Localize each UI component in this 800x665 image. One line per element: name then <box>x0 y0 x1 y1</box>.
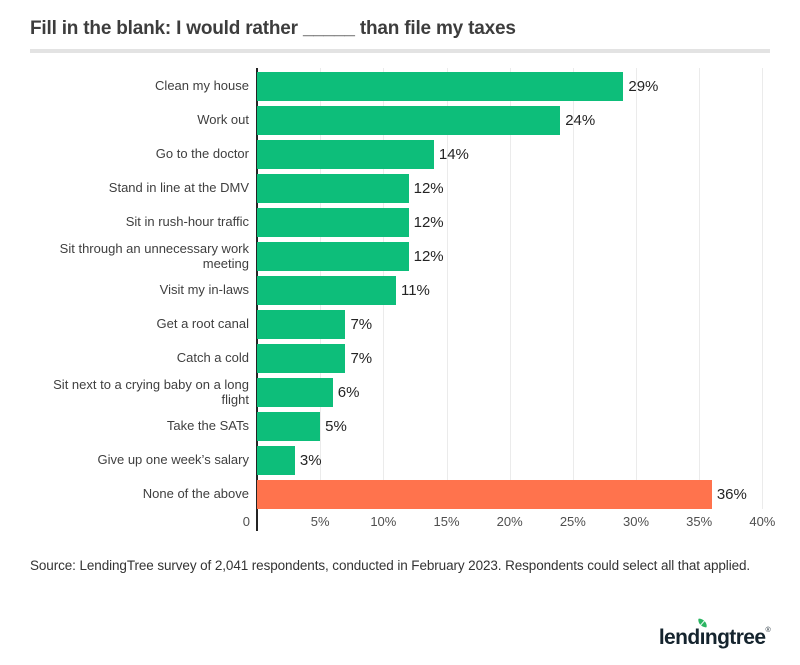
source-note: Source: LendingTree survey of 2,041 resp… <box>30 558 751 573</box>
bar <box>257 412 321 441</box>
tick-label: 5% <box>310 514 330 529</box>
bar-row: Take the SATs 5% <box>30 412 775 441</box>
bar-row: Give up one week’s salary 3% <box>30 446 775 475</box>
category-label: Clean my house <box>155 78 249 94</box>
bar-row: Sit in rush-hour traffic 12% <box>30 208 775 237</box>
bar-row: Go to the doctor 14% <box>30 140 775 169</box>
value-label: 24% <box>565 112 596 129</box>
tick-label: 20% <box>496 514 523 529</box>
value-label: 14% <box>438 146 469 163</box>
bar <box>257 140 434 169</box>
lendingtree-logo: lend ıngtree® <box>658 618 771 649</box>
tick-label: 30% <box>623 514 650 529</box>
tick-label: 25% <box>559 514 586 529</box>
bar-track: 12% <box>257 174 775 203</box>
category-label: Stand in line at the DMV <box>108 180 249 196</box>
bar-track: 12% <box>257 208 775 237</box>
logo-text-after: ngtree <box>704 626 766 649</box>
bar-row: None of the above 36% <box>30 480 775 509</box>
bar-row: Stand in line at the DMV 12% <box>30 174 775 203</box>
category-label: Sit through an unnecessary work meeting <box>59 241 249 271</box>
bar-track: 29% <box>257 72 775 101</box>
title-divider <box>30 49 770 53</box>
trademark-symbol: ® <box>765 627 770 634</box>
bar-track: 12% <box>257 242 775 271</box>
logo-letter-i: ı <box>697 618 708 648</box>
category-label: Get a root canal <box>156 316 250 332</box>
bar-track: 36% <box>257 480 775 509</box>
bar-row: Get a root canal 7% <box>30 310 775 339</box>
bar-track: 6% <box>257 378 775 407</box>
category-label: Give up one week’s salary <box>97 452 249 468</box>
bar <box>257 310 346 339</box>
bar-chart: Clean my house 29% Work out 24% Go to the do… <box>30 68 776 531</box>
tick-label: 15% <box>433 514 460 529</box>
bar-track: 7% <box>257 310 775 339</box>
bar <box>257 72 624 101</box>
bar <box>257 446 295 475</box>
value-label: 12% <box>413 248 444 265</box>
category-label: None of the above <box>142 486 249 502</box>
tick-label: 35% <box>686 514 713 529</box>
category-label: Go to the doctor <box>155 146 249 162</box>
value-label: 7% <box>350 350 373 367</box>
bar <box>257 174 409 203</box>
bar <box>257 106 561 135</box>
bar <box>257 344 346 373</box>
category-label: Sit in rush-hour traffic <box>125 214 249 230</box>
value-label: 29% <box>628 78 659 95</box>
bar-track: 5% <box>257 412 775 441</box>
value-label: 12% <box>413 180 444 197</box>
bar-track: 7% <box>257 344 775 373</box>
bar-track: 24% <box>257 106 775 135</box>
tick-label: 40% <box>749 514 776 529</box>
tick-label: 10% <box>370 514 397 529</box>
bar-track: 11% <box>257 276 775 305</box>
value-label: 12% <box>413 214 444 231</box>
bar <box>257 242 409 271</box>
bar <box>257 276 396 305</box>
bar-track: 14% <box>257 140 775 169</box>
tick-label: 0 <box>242 514 250 529</box>
value-label: 6% <box>337 384 360 401</box>
x-axis: 0 5% 10% 15% 20% 25% 30% 35% 40% <box>243 509 776 531</box>
bar <box>257 208 409 237</box>
bar-row: Sit next to a crying baby on a long flig… <box>30 378 775 407</box>
bar-row: Visit my in-laws 11% <box>30 276 775 305</box>
bar-row: Catch a cold 7% <box>30 344 775 373</box>
bar-row: Work out 24% <box>30 106 775 135</box>
bar-row: Clean my house 29% <box>30 72 775 101</box>
bar <box>257 378 333 407</box>
category-label: Catch a cold <box>176 350 249 366</box>
bar-row: Sit through an unnecessary work meeting 1… <box>30 242 775 271</box>
value-label: 7% <box>350 316 373 333</box>
logo-text-before: lend <box>658 626 700 649</box>
bar-track: 3% <box>257 446 775 475</box>
value-label: 3% <box>299 452 322 469</box>
page-title: Fill in the blank: I would rather _____ … <box>30 18 516 39</box>
category-label: Sit next to a crying baby on a long flig… <box>53 377 249 407</box>
value-label: 11% <box>400 282 430 299</box>
value-label: 36% <box>716 486 747 503</box>
bar-rows: Clean my house 29% Work out 24% Go to the do… <box>30 72 775 509</box>
category-label: Visit my in-laws <box>159 282 249 298</box>
value-label: 5% <box>325 418 347 435</box>
bar <box>257 480 712 509</box>
category-label: Work out <box>197 112 249 128</box>
category-label: Take the SATs <box>166 418 249 434</box>
